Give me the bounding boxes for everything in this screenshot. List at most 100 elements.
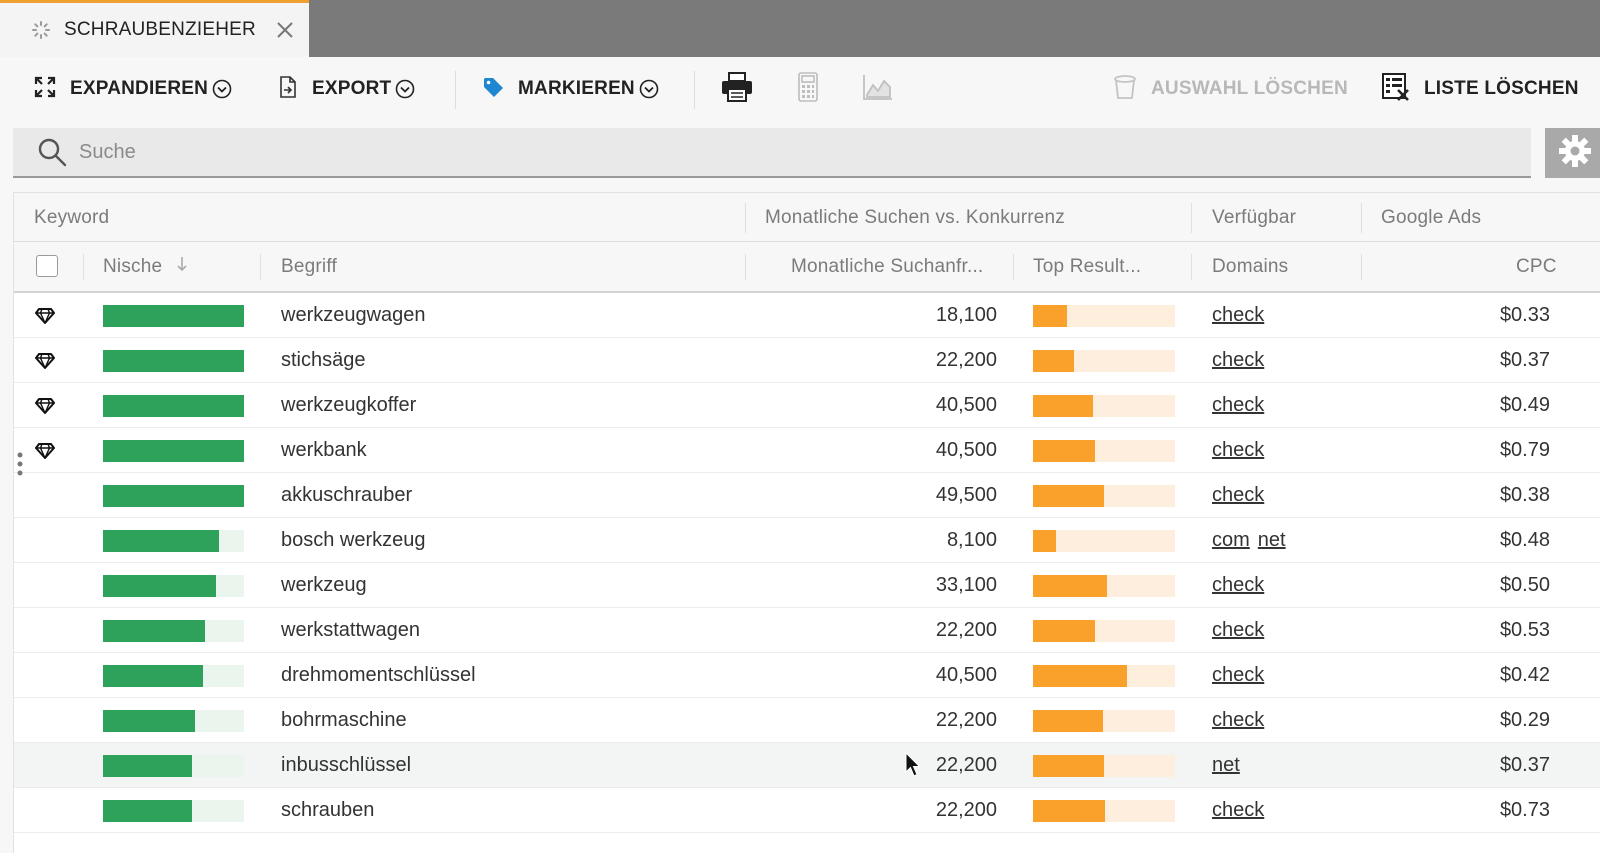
term-cell: bosch werkzeug (281, 529, 426, 551)
header-divider (745, 203, 746, 233)
table-row[interactable]: werkstattwagen 22,200 check $0.53 (14, 608, 1600, 653)
tab-title: SCHRAUBENZIEHER (64, 19, 256, 40)
term-cell: werkzeug (281, 574, 367, 596)
search-bar (13, 128, 1531, 178)
monthly-searches-cell: 22,200 (935, 799, 997, 821)
print-button[interactable] (721, 57, 753, 121)
calculator-button[interactable] (797, 57, 819, 121)
table-row[interactable]: stichsäge 22,200 check $0.37 (14, 338, 1600, 383)
diamond-icon (34, 338, 56, 383)
domain-link[interactable]: net (1212, 754, 1240, 776)
domain-link[interactable]: check (1212, 619, 1265, 641)
mark-button[interactable]: MARKIEREN (482, 57, 659, 121)
column-header-niche-label: Nische (103, 256, 163, 278)
delete-selection-button[interactable]: AUSWAHL LÖSCHEN (1113, 57, 1348, 121)
niche-bar (103, 743, 244, 788)
domain-link[interactable]: check (1212, 349, 1265, 371)
chevron-down-icon (395, 79, 415, 99)
search-input[interactable] (77, 139, 1381, 165)
domain-link[interactable]: net (1257, 529, 1286, 551)
domain-link[interactable]: check (1212, 439, 1265, 461)
header-divider (83, 254, 84, 280)
cpc-cell: $0.49 (1499, 394, 1550, 416)
monthly-searches-cell: 49,500 (935, 484, 997, 506)
cpc-cell: $0.53 (1499, 619, 1550, 641)
delete-selection-label: AUSWAHL LÖSCHEN (1151, 78, 1348, 99)
table-body: werkzeugwagen 18,100 check $0.33 stichsäge 22… (14, 293, 1600, 833)
domains-cell: check (1212, 293, 1272, 338)
expand-button[interactable]: EXPANDIEREN (34, 57, 232, 121)
column-header-niche[interactable]: Nische (103, 256, 188, 278)
table-row[interactable]: werkzeugkoffer 40,500 check $0.49 (14, 383, 1600, 428)
top-results-bar-fill (1033, 799, 1106, 822)
top-results-bar (1033, 473, 1175, 518)
table-row[interactable]: werkzeug 33,100 check $0.50 (14, 563, 1600, 608)
settings-button[interactable] (1545, 128, 1600, 178)
cpc-cell: $0.73 (1499, 799, 1550, 821)
header-divider (1013, 254, 1014, 280)
list-delete-icon (1382, 72, 1410, 106)
domains-cell: check (1212, 563, 1272, 608)
diamond-icon (34, 428, 56, 473)
select-all-checkbox[interactable] (36, 255, 58, 277)
term-cell: akkuschrauber (281, 484, 413, 506)
domains-cell: net (1212, 743, 1248, 788)
column-header-monthly-searches[interactable]: Monatliche Suchanfr... (791, 256, 984, 277)
domain-link[interactable]: com (1212, 529, 1250, 551)
group-header-searches: Monatliche Suchen vs. Konkurrenz (765, 207, 1065, 228)
top-results-bar-fill (1033, 574, 1107, 597)
domain-link[interactable]: check (1212, 709, 1265, 731)
table-row[interactable]: drehmomentschlüssel 40,500 check $0.42 (14, 653, 1600, 698)
domain-link[interactable]: check (1212, 304, 1265, 326)
close-icon[interactable] (274, 19, 296, 41)
domains-cell: check (1212, 383, 1272, 428)
printer-icon (721, 71, 753, 107)
header-divider (745, 254, 746, 280)
export-button[interactable]: EXPORT (278, 57, 415, 121)
column-header-top-results[interactable]: Top Result... (1033, 256, 1142, 277)
column-header-domains[interactable]: Domains (1212, 256, 1289, 277)
monthly-searches-cell: 22,200 (935, 709, 997, 731)
table-row[interactable]: schrauben 22,200 check $0.73 (14, 788, 1600, 833)
table-row[interactable]: bosch werkzeug 8,100 com net $0.48 (14, 518, 1600, 563)
top-results-bar-fill (1033, 619, 1096, 642)
tag-icon (482, 76, 504, 103)
domains-cell: check (1212, 698, 1272, 743)
column-header-row: Nische Begriff Monatliche Suchanfr... To… (14, 242, 1600, 293)
niche-bar-fill (103, 799, 192, 822)
top-results-bar-fill (1033, 664, 1127, 687)
delete-list-button[interactable]: LISTE LÖSCHEN (1382, 57, 1579, 121)
niche-bar (103, 473, 244, 518)
term-cell: bohrmaschine (281, 709, 407, 731)
table-row[interactable]: inbusschlüssel 22,200 net $0.37 (14, 743, 1600, 788)
column-header-cpc[interactable]: CPC (1516, 256, 1557, 277)
monthly-searches-cell: 40,500 (935, 664, 997, 686)
niche-bar-fill (103, 439, 244, 462)
domain-link[interactable]: check (1212, 394, 1265, 416)
domain-link[interactable]: check (1212, 484, 1265, 506)
domain-link[interactable]: check (1212, 664, 1265, 686)
domains-cell: check (1212, 788, 1272, 833)
top-results-bar (1033, 338, 1175, 383)
domain-link[interactable]: check (1212, 574, 1265, 596)
diamond-icon (34, 293, 56, 338)
tab-bar: SCHRAUBENZIEHER (0, 0, 1600, 57)
table-row[interactable]: bohrmaschine 22,200 check $0.29 (14, 698, 1600, 743)
niche-bar-fill (103, 664, 204, 687)
top-results-bar-fill (1033, 709, 1103, 732)
table-row[interactable]: werkbank 40,500 check $0.79 (14, 428, 1600, 473)
monthly-searches-cell: 22,200 (935, 619, 997, 641)
domain-link[interactable]: check (1212, 799, 1265, 821)
chart-button[interactable] (862, 57, 894, 121)
column-header-term[interactable]: Begriff (281, 256, 337, 277)
tab-schraubenzieher[interactable]: SCHRAUBENZIEHER (0, 0, 309, 57)
table-row[interactable]: akkuschrauber 49,500 check $0.38 (14, 473, 1600, 518)
toolbar-divider (694, 71, 695, 109)
top-results-bar (1033, 428, 1175, 473)
niche-bar (103, 383, 244, 428)
row-drag-handle[interactable] (16, 452, 24, 476)
expand-label: EXPANDIEREN (70, 78, 209, 99)
table-row[interactable]: werkzeugwagen 18,100 check $0.33 (14, 293, 1600, 338)
top-results-bar (1033, 518, 1175, 563)
gear-icon (1558, 134, 1592, 173)
